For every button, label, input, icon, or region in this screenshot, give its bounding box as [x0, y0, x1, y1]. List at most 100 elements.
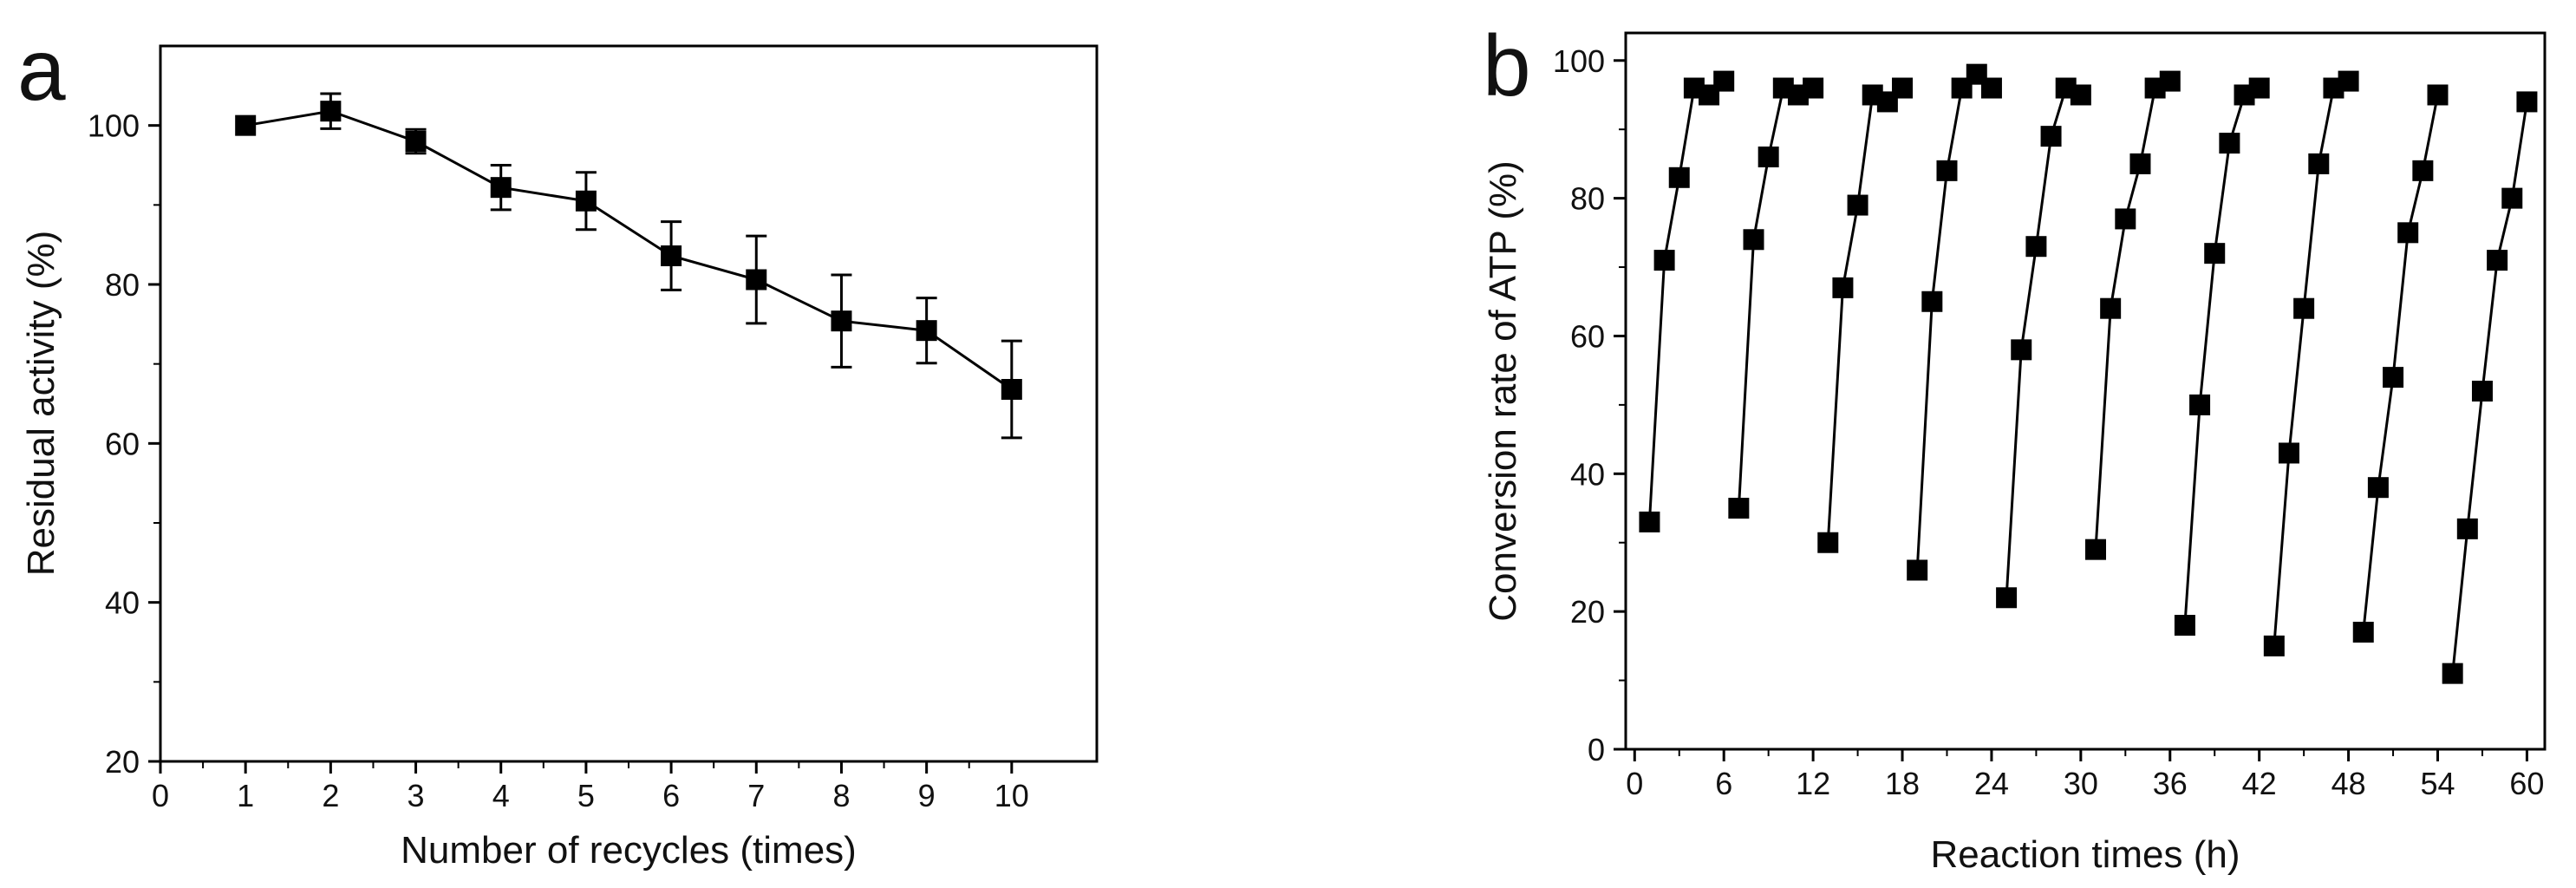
a-x-tick-label: 3 [408, 778, 425, 813]
b-data-point [2442, 663, 2463, 684]
b-data-point [1996, 587, 2018, 609]
b-data-point [2011, 339, 2032, 361]
b-data-point [1980, 77, 2002, 99]
b-data-point [2456, 518, 2478, 539]
a-data-point [405, 131, 427, 152]
b-data-point [2159, 70, 2181, 92]
a-y-tick-label: 80 [105, 267, 140, 303]
b-data-point [2397, 222, 2419, 244]
a-data-point [916, 320, 937, 342]
b-data-point [1817, 532, 1839, 553]
b-data-point [2308, 153, 2330, 174]
chart-b: b 0 6 12 18 24 30 36 42 48 54 60 0 20 40 60 80 100 React… [1482, 17, 2547, 876]
b-data-point [1639, 511, 1660, 532]
b-data-point [2040, 126, 2062, 147]
b-y-tick-label: 60 [1570, 318, 1605, 354]
b-data-point [1921, 291, 1943, 312]
chart-b-ticks: 0 6 12 18 24 30 36 42 48 54 60 0 20 40 60 80 100 [1553, 43, 2545, 801]
a-x-tick-label: 1 [237, 778, 254, 813]
b-data-point [1713, 70, 1735, 92]
b-data-point [2293, 297, 2315, 319]
b-x-tick-label: 60 [2509, 766, 2544, 801]
b-data-point [2204, 243, 2226, 264]
b-data-point [1803, 77, 1824, 99]
b-data-point [1728, 498, 1750, 519]
b-data-point [2115, 208, 2136, 230]
a-data-point [575, 190, 597, 212]
a-data-point [831, 310, 852, 332]
b-data-point [2516, 91, 2538, 113]
b-y-tick-label: 0 [1588, 732, 1605, 767]
b-x-tick-label: 48 [2331, 766, 2366, 801]
b-data-point [2219, 133, 2240, 154]
chart-a-ticks: 0 1 2 3 4 5 6 7 8 9 10 20 40 60 80 100 [88, 108, 1029, 813]
a-data-point [320, 101, 342, 122]
chart-b-x-axis-label: Reaction times (h) [1930, 833, 2240, 876]
panel-b-letter: b [1483, 17, 1531, 114]
b-data-point [2338, 70, 2359, 92]
b-data-point [2174, 615, 2195, 637]
a-y-tick-label: 100 [88, 108, 140, 144]
chart-a: a 0 1 2 3 4 5 6 7 8 9 10 20 40 60 80 100 Number of recy… [17, 22, 1099, 872]
b-x-tick-label: 12 [1796, 766, 1830, 801]
panel-a-letter: a [17, 22, 66, 119]
b-x-tick-label: 0 [1626, 766, 1643, 801]
b-x-tick-label: 30 [2064, 766, 2098, 801]
a-data-point [661, 245, 682, 266]
b-data-point [1668, 166, 1690, 188]
b-y-tick-label: 100 [1553, 43, 1605, 79]
a-x-tick-label: 7 [747, 778, 765, 813]
a-x-tick-label: 4 [492, 778, 510, 813]
b-x-tick-label: 54 [2420, 766, 2455, 801]
chart-a-x-axis-label: Number of recycles (times) [401, 829, 857, 872]
b-data-point [2412, 160, 2434, 181]
a-data-point [746, 269, 767, 291]
b-x-tick-label: 24 [1974, 766, 2009, 801]
b-y-tick-label: 20 [1570, 594, 1605, 630]
b-data-point [2025, 236, 2047, 258]
b-x-tick-label: 42 [2242, 766, 2277, 801]
a-x-tick-label: 5 [577, 778, 595, 813]
b-x-tick-label: 36 [2153, 766, 2188, 801]
b-series-line [2362, 95, 2439, 633]
b-y-tick-label: 80 [1570, 181, 1605, 217]
a-y-tick-label: 40 [105, 585, 140, 621]
chart-b-plot-frame [1624, 31, 2547, 751]
b-data-point [1832, 277, 1854, 298]
b-data-point [1653, 250, 1675, 271]
b-data-point [1892, 77, 1914, 99]
chart-b-y-axis-label: Conversion rate of ATP (%) [1482, 160, 1524, 621]
a-x-tick-label: 2 [322, 778, 339, 813]
a-y-tick-label: 60 [105, 426, 140, 461]
b-series-line [2451, 101, 2528, 674]
b-data-point [2383, 367, 2404, 388]
b-y-tick-label: 40 [1570, 456, 1605, 492]
b-data-point [2278, 442, 2299, 464]
b-data-point [2352, 621, 2374, 643]
chart-a-y-axis-label: Residual activity (%) [20, 231, 62, 577]
b-data-point [2367, 477, 2389, 499]
b-data-point [1743, 229, 1764, 251]
b-data-point [2100, 297, 2122, 319]
b-data-point [2248, 77, 2270, 99]
a-x-tick-label: 0 [152, 778, 169, 813]
chart-b-series [1639, 63, 2538, 684]
a-data-point [490, 177, 512, 199]
a-x-tick-label: 9 [918, 778, 936, 813]
b-data-point [1907, 559, 1928, 581]
b-data-point [2070, 84, 2091, 106]
a-x-tick-label: 10 [995, 778, 1029, 813]
b-data-point [2427, 84, 2449, 106]
a-series-line [245, 109, 1013, 391]
b-x-tick-label: 18 [1885, 766, 1920, 801]
b-data-point [2263, 635, 2285, 656]
b-data-point [2189, 394, 2211, 415]
b-data-point [1847, 194, 1868, 216]
b-x-tick-label: 6 [1715, 766, 1732, 801]
b-data-point [2085, 539, 2107, 560]
a-data-point [1001, 379, 1022, 400]
a-x-tick-label: 8 [832, 778, 850, 813]
a-data-point [235, 114, 257, 136]
